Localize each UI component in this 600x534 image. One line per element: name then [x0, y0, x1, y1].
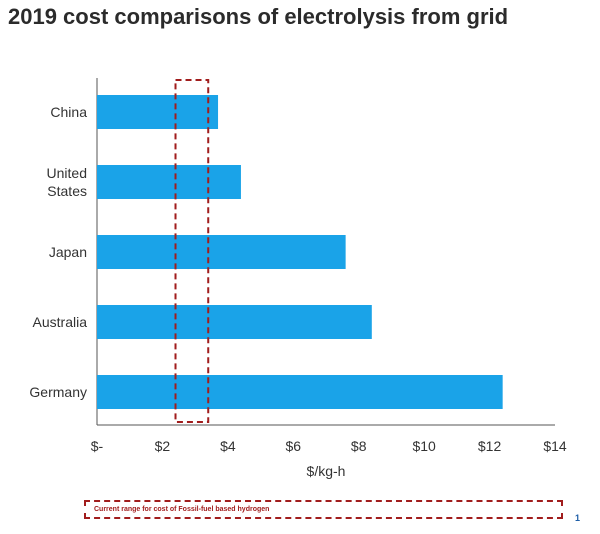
legend-fossil-range: Current range for cost of Fossil-fuel ba… — [84, 500, 563, 519]
bar-australia — [97, 305, 372, 339]
page-number: 1 — [575, 513, 581, 523]
legend-label: Current range for cost of Fossil-fuel ba… — [94, 506, 270, 513]
category-label: Japan — [49, 244, 87, 260]
x-tick-label: $8 — [351, 438, 367, 454]
chart-title: 2019 cost comparisons of electrolysis fr… — [8, 4, 509, 29]
category-label: Australia — [33, 314, 88, 330]
x-tick-label: $2 — [155, 438, 171, 454]
x-tick-label: $12 — [478, 438, 502, 454]
bar-china — [97, 95, 219, 129]
x-tick-label: $6 — [285, 438, 301, 454]
x-tick-label: $14 — [543, 438, 567, 454]
category-label: Germany — [29, 384, 87, 400]
x-tick-label: $- — [91, 438, 104, 454]
category-label: United States — [47, 165, 87, 199]
fossil-range-box — [174, 79, 210, 423]
x-axis-label: $/kg-h — [307, 463, 346, 479]
bar-germany — [97, 375, 503, 409]
x-tick-label: $4 — [220, 438, 236, 454]
category-label: China — [50, 104, 87, 120]
bar-united-states — [97, 165, 241, 199]
bar-japan — [97, 235, 346, 269]
x-tick-label: $10 — [412, 438, 436, 454]
